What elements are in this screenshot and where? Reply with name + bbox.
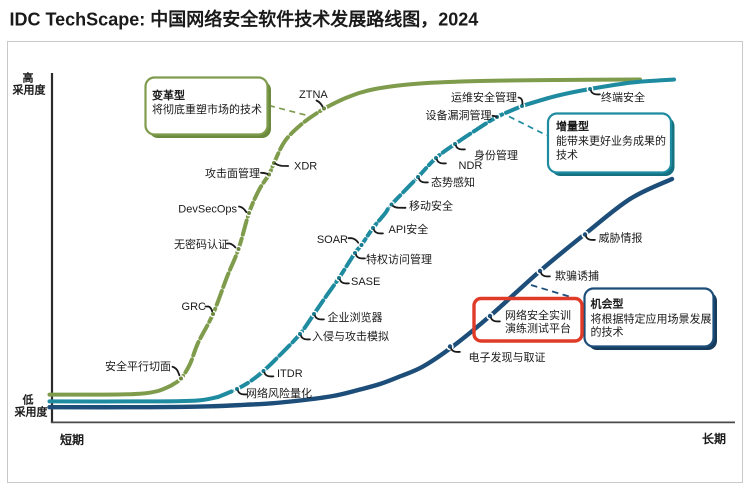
svg-text:长期: 长期	[702, 431, 726, 446]
svg-text:GRC: GRC	[182, 301, 207, 313]
svg-text:的技术: 的技术	[591, 325, 624, 339]
svg-text:API安全: API安全	[389, 222, 429, 236]
svg-text:低: 低	[22, 393, 34, 407]
svg-text:设备漏洞管理: 设备漏洞管理	[426, 108, 492, 122]
svg-text:企业浏览器: 企业浏览器	[328, 310, 383, 324]
svg-text:攻击面管理: 攻击面管理	[205, 166, 260, 180]
svg-text:将根据特定应用场景发展: 将根据特定应用场景发展	[591, 312, 712, 326]
svg-text:态势感知: 态势感知	[431, 175, 475, 189]
svg-text:机会型: 机会型	[591, 297, 624, 311]
svg-text:变革型: 变革型	[152, 88, 185, 102]
svg-text:XDR: XDR	[294, 161, 317, 173]
svg-text:身份管理: 身份管理	[474, 148, 518, 162]
svg-text:特权访问管理: 特权访问管理	[366, 252, 432, 266]
svg-text:终端安全: 终端安全	[601, 90, 645, 104]
svg-text:采用度: 采用度	[14, 405, 49, 419]
svg-text:网络安全实训: 网络安全实训	[505, 308, 571, 322]
svg-text:威胁情报: 威胁情报	[599, 231, 643, 245]
svg-text:NDR: NDR	[459, 160, 483, 172]
svg-text:IDC TechScape: 中国网络安全软件技术发展路线图: IDC TechScape: 中国网络安全软件技术发展路线图，2024	[10, 8, 479, 29]
svg-text:ITDR: ITDR	[277, 368, 303, 380]
svg-text:网络风险量化: 网络风险量化	[246, 386, 312, 400]
svg-text:无密码认证: 无密码认证	[174, 237, 229, 251]
svg-text:短期: 短期	[60, 432, 84, 447]
svg-text:入侵与攻击模拟: 入侵与攻击模拟	[312, 329, 389, 343]
svg-text:SOAR: SOAR	[317, 234, 348, 246]
svg-text:安全平行切面: 安全平行切面	[105, 359, 171, 373]
svg-text:演练测试平台: 演练测试平台	[505, 321, 571, 335]
svg-text:增量型: 增量型	[556, 119, 589, 133]
svg-text:高: 高	[23, 71, 34, 85]
svg-text:ZTNA: ZTNA	[299, 89, 328, 101]
svg-text:SASE: SASE	[351, 276, 380, 288]
svg-text:能带来更好业务成果的: 能带来更好业务成果的	[556, 134, 666, 148]
svg-text:运维安全管理: 运维安全管理	[451, 90, 517, 104]
svg-text:将彻底重塑市场的技术: 将彻底重塑市场的技术	[152, 102, 262, 116]
svg-text:采用度: 采用度	[12, 83, 47, 97]
svg-text:电子发现与取证: 电子发现与取证	[469, 350, 546, 364]
svg-text:欺骗诱捕: 欺骗诱捕	[555, 269, 599, 283]
svg-text:移动安全: 移动安全	[409, 199, 453, 213]
svg-text:DevSecOps: DevSecOps	[178, 204, 237, 216]
svg-text:技术: 技术	[556, 149, 578, 162]
